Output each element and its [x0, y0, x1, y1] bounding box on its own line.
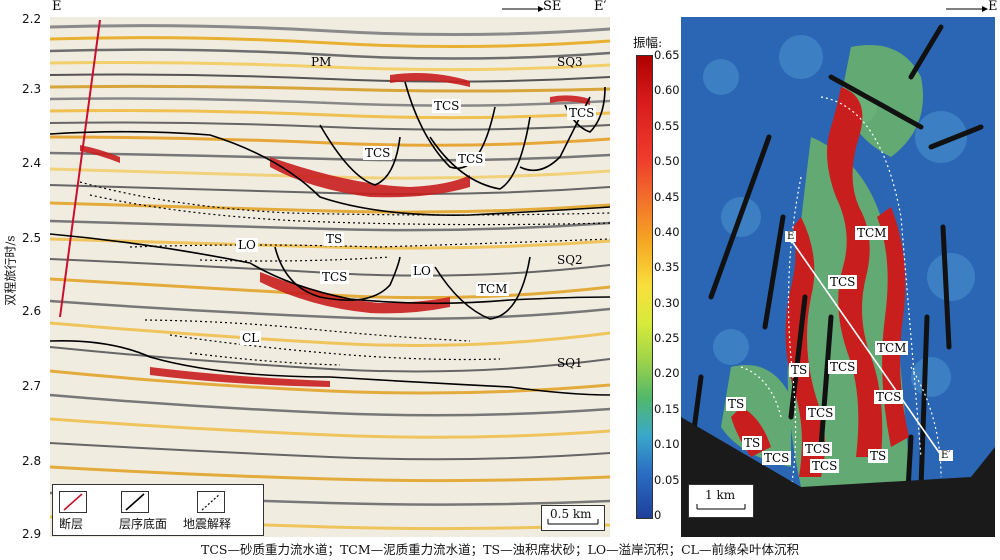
interpretation-legend-label: 地震解释 [183, 517, 232, 531]
label-pm: PM [311, 55, 332, 69]
sequence-base-legend-label: 层序底面 [119, 517, 168, 531]
left-scale-label: 0.5 km [550, 507, 592, 521]
map-label-tcs: TCS [828, 360, 858, 374]
label-lo: LO [236, 238, 258, 252]
y-axis-title: 双程旅行时/s [3, 235, 18, 306]
sequence-base-lines [50, 81, 610, 396]
colorbar-tick: 0.10 [654, 437, 680, 452]
y-tick: 2.6 [22, 304, 42, 318]
label-tcs: TCS [320, 270, 350, 284]
label-cl: CL [240, 331, 262, 345]
colorbar-tick: 0.40 [654, 224, 680, 239]
amplitude-map [681, 17, 995, 537]
map-label-tcs: TCS [874, 390, 904, 404]
fault-line [59, 19, 101, 318]
section-line [788, 236, 944, 459]
label-tcs: TCS [456, 152, 486, 166]
map-label-ts: TS [726, 397, 747, 411]
y-tick: 2.3 [22, 82, 42, 96]
map-label-tcs: TCS [803, 442, 833, 456]
label-ts: TS [324, 232, 345, 246]
direction-arrow-icon [946, 6, 988, 12]
seismic-reflectors [50, 24, 610, 531]
y-tick: 2.9 [22, 527, 42, 541]
map-label-ts: TS [742, 436, 763, 450]
section-start-label: E [52, 0, 62, 14]
colorbar-gradient [636, 55, 653, 519]
direction-label: SE [543, 0, 562, 14]
y-tick: 2.4 [22, 156, 42, 170]
colorbar-tick: 0.30 [654, 295, 680, 310]
label-tcm: TCM [476, 282, 510, 296]
seismic-interpretation-lines [79, 181, 610, 366]
map-direction-label: E [988, 0, 998, 14]
y-tick: 2.7 [22, 379, 42, 393]
colorbar-tick: 0.20 [654, 366, 680, 381]
label-sq1: SQ1 [557, 356, 583, 370]
colorbar-tick: 0.60 [654, 83, 680, 98]
sequence-base-legend-swatch [121, 491, 149, 513]
left-scale-bar: 0.5 km [541, 505, 605, 531]
section-end-label: E′ [594, 0, 607, 14]
colorbar-tick: 0.55 [654, 118, 680, 133]
y-tick: 2.5 [22, 231, 42, 245]
map-label-tcs: TCS [810, 459, 840, 473]
legend: 断层 层序底面 地震解释 [52, 484, 264, 536]
colorbar-tick: 0.05 [654, 472, 680, 487]
map-label-tcs: TCS [828, 275, 858, 289]
map-label-tcs: TCS [762, 451, 792, 465]
direction-arrow-icon [502, 6, 544, 12]
right-scale-label: 1 km [705, 488, 736, 502]
map-label-ts: TS [789, 363, 810, 377]
map-section-start: E [785, 231, 797, 242]
label-tcs: TCS [432, 99, 462, 113]
label-sq3: SQ3 [557, 55, 583, 69]
map-label-tcm: TCM [855, 226, 889, 240]
map-label-tcm: TCM [875, 341, 909, 355]
colorbar-tick: 0 [654, 508, 662, 522]
right-scale-bar: 1 km [688, 484, 754, 518]
figure-caption: TCS—砂质重力流水道；TCM—泥质重力流水道；TS—浊积席状砂；LO—溢岸沉积… [201, 542, 799, 557]
fault-legend-swatch [59, 491, 87, 513]
colorbar-tick: 0.15 [654, 401, 680, 416]
y-tick: 2.8 [22, 454, 42, 468]
colorbar-tick: 0.50 [654, 154, 680, 169]
interpretation-legend-swatch [197, 491, 225, 513]
map-section-end: E′ [939, 450, 953, 461]
label-tcs: TCS [567, 106, 597, 120]
map-label-ts: TS [868, 449, 889, 463]
colorbar-title: 振幅: [633, 35, 663, 50]
colorbar-tick: 0.25 [654, 331, 680, 346]
fault-legend-label: 断层 [59, 517, 84, 531]
label-lo: LO [411, 264, 433, 278]
label-sq2: SQ2 [557, 253, 583, 267]
map-label-tcs: TCS [806, 406, 836, 420]
colorbar-tick: 0.45 [654, 189, 680, 204]
colorbar-tick: 0.35 [654, 260, 680, 275]
label-tcs: TCS [363, 146, 393, 160]
colorbar-tick: 0.65 [654, 48, 680, 62]
y-tick: 2.2 [22, 12, 42, 26]
